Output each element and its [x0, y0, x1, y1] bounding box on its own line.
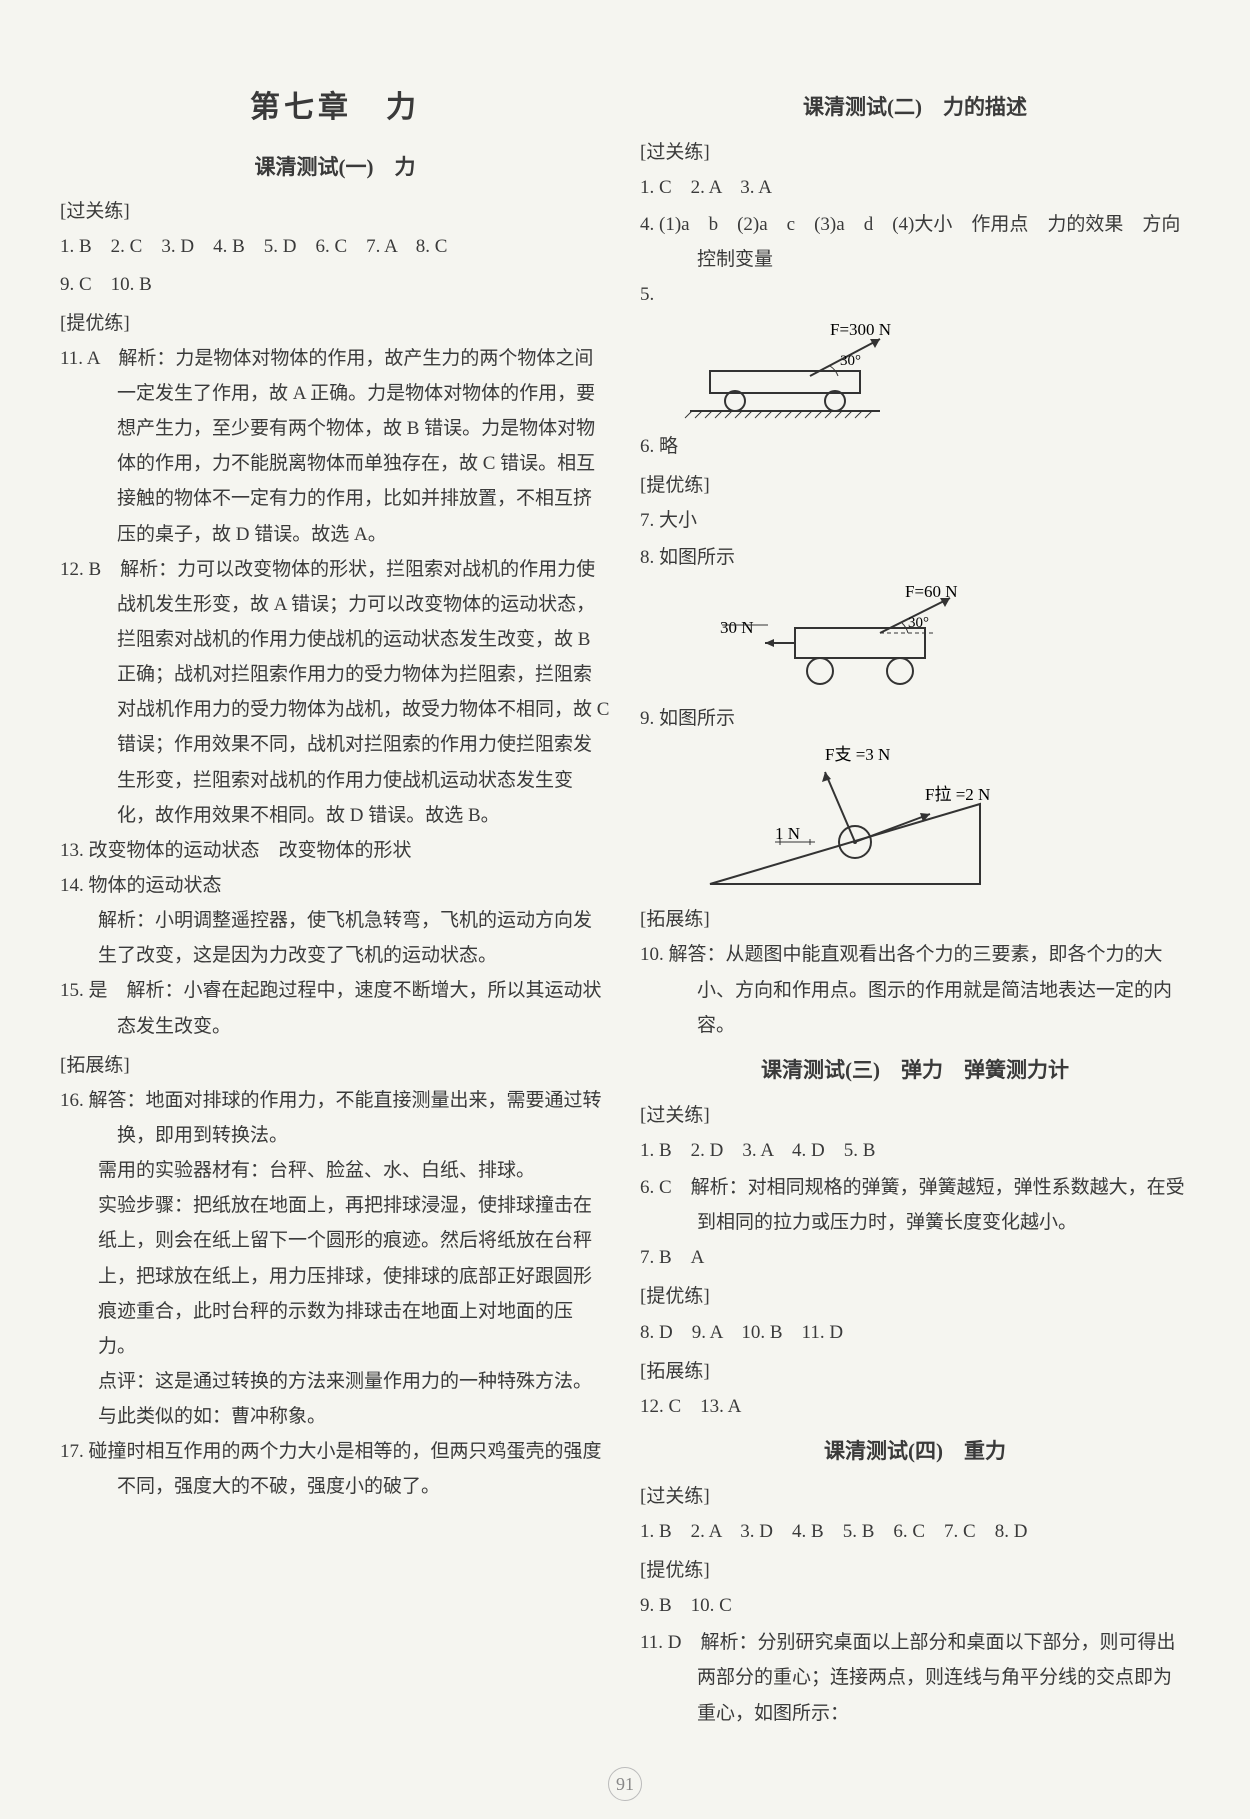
q15: 15. 是 解析：小睿在起跑过程中，速度不断增大，所以其运动状态发生改变。 — [60, 973, 610, 1043]
q16d: 点评：这是通过转换的方法来测量作用力的一种特殊方法。与此类似的如：曹冲称象。 — [60, 1364, 610, 1434]
r-q4: 4. (1)a b (2)a c (3)a d (4)大小 作用点 力的效果 方… — [640, 207, 1190, 277]
q14: 14. 物体的运动状态 — [60, 868, 610, 903]
q16b: 需用的实验器材有：台秤、脸盆、水、白纸、排球。 — [60, 1153, 610, 1188]
figure-8: F=60 N 30° 30 N — [680, 583, 1190, 693]
test2-title: 课清测试(二) 力的描述 — [640, 88, 1190, 127]
t3-tiyou: [提优练] — [640, 1279, 1190, 1314]
t3-q7: 7. B A — [640, 1240, 1190, 1275]
q13: 13. 改变物体的运动状态 改变物体的形状 — [60, 833, 610, 868]
left-column: 第七章 力 课清测试(一) 力 [过关练] 1. B 2. C 3. D 4. … — [60, 80, 610, 1779]
r-q8: 8. 如图所示 — [640, 540, 1190, 575]
fig9-N: 1 N — [775, 824, 800, 843]
test3-title: 课清测试(三) 弹力 弹簧测力计 — [640, 1051, 1190, 1090]
chapter-title: 第七章 力 — [60, 80, 610, 136]
section-guoguan: [过关练] — [60, 194, 610, 229]
section-tiyou: [提优练] — [60, 306, 610, 341]
q16c: 实验步骤：把纸放在地面上，再把排球浸湿，使排球撞击在纸上，则会在纸上留下一个圆形… — [60, 1188, 610, 1364]
test4-title: 课清测试(四) 重力 — [640, 1432, 1190, 1471]
r-q5: 5. — [640, 277, 1190, 312]
figure-5: F=300 N 30° — [680, 321, 1190, 421]
answers-line2: 9. C 10. B — [60, 267, 610, 302]
q14-expl: 解析：小明调整遥控器，使飞机急转弯，飞机的运动方向发生了改变，这是因为力改变了飞… — [60, 903, 610, 973]
right-column: 课清测试(二) 力的描述 [过关练] 1. C 2. A 3. A 4. (1)… — [640, 80, 1190, 1779]
r-q6: 6. 略 — [640, 429, 1190, 464]
figure-9: F支 =3 N F拉 =2 N 1 N — [680, 744, 1190, 894]
r-guoguan: [过关练] — [640, 135, 1190, 170]
q11: 11. A 解析：力是物体对物体的作用，故产生力的两个物体之间一定发生了作用，故… — [60, 341, 610, 552]
t4-ans2: 9. B 10. C — [640, 1588, 1190, 1623]
fig9-Fzhi: F支 =3 N — [825, 745, 890, 764]
q12: 12. B 解析：力可以改变物体的形状，拦阻索对战机的作用力使战机发生形变，故 … — [60, 552, 610, 833]
t3-tuozhan: [拓展练] — [640, 1354, 1190, 1389]
t3-guoguan: [过关练] — [640, 1098, 1190, 1133]
test1-title: 课清测试(一) 力 — [60, 148, 610, 187]
t3-ans1: 1. B 2. D 3. A 4. D 5. B — [640, 1133, 1190, 1168]
r-tiyou: [提优练] — [640, 468, 1190, 503]
fig5-F: F=300 N — [830, 321, 891, 339]
r-ans1: 1. C 2. A 3. A — [640, 170, 1190, 205]
t3-q6: 6. C 解析：对相同规格的弹簧，弹簧越短，弹性系数越大，在受到相同的拉力或压力… — [640, 1170, 1190, 1240]
fig5-angle: 30° — [840, 353, 861, 369]
t3-ans3: 12. C 13. A — [640, 1389, 1190, 1424]
t4-q11: 11. D 解析：分别研究桌面以上部分和桌面以下部分，则可得出两部分的重心；连接… — [640, 1625, 1190, 1730]
page-number: 91 — [608, 1767, 642, 1801]
r-q7: 7. 大小 — [640, 503, 1190, 538]
section-tuozhan: [拓展练] — [60, 1048, 610, 1083]
t4-ans1: 1. B 2. A 3. D 4. B 5. B 6. C 7. C 8. D — [640, 1514, 1190, 1549]
q17: 17. 碰撞时相互作用的两个力大小是相等的，但两只鸡蛋壳的强度不同，强度大的不破… — [60, 1434, 610, 1504]
fig8-left: 30 N — [720, 618, 754, 637]
t4-tiyou: [提优练] — [640, 1553, 1190, 1588]
answers-line1: 1. B 2. C 3. D 4. B 5. D 6. C 7. A 8. C — [60, 229, 610, 264]
incline-diagram-icon: F支 =3 N F拉 =2 N 1 N — [680, 744, 1000, 894]
r-q10: 10. 解答：从题图中能直观看出各个力的三要素，即各个力的大小、方向和作用点。图… — [640, 937, 1190, 1042]
t3-ans2: 8. D 9. A 10. B 11. D — [640, 1315, 1190, 1350]
page-container: 第七章 力 课清测试(一) 力 [过关练] 1. B 2. C 3. D 4. … — [60, 80, 1190, 1779]
t4-guoguan: [过关练] — [640, 1479, 1190, 1514]
cart-diagram-icon: F=300 N 30° — [680, 321, 940, 421]
q16a: 16. 解答：地面对排球的作用力，不能直接测量出来，需要通过转换，即用到转换法。 — [60, 1083, 610, 1153]
r-q9: 9. 如图所示 — [640, 701, 1190, 736]
r-tuozhan: [拓展练] — [640, 902, 1190, 937]
fig9-Fla: F拉 =2 N — [925, 785, 990, 804]
cart-forces-icon: F=60 N 30° 30 N — [680, 583, 1000, 693]
